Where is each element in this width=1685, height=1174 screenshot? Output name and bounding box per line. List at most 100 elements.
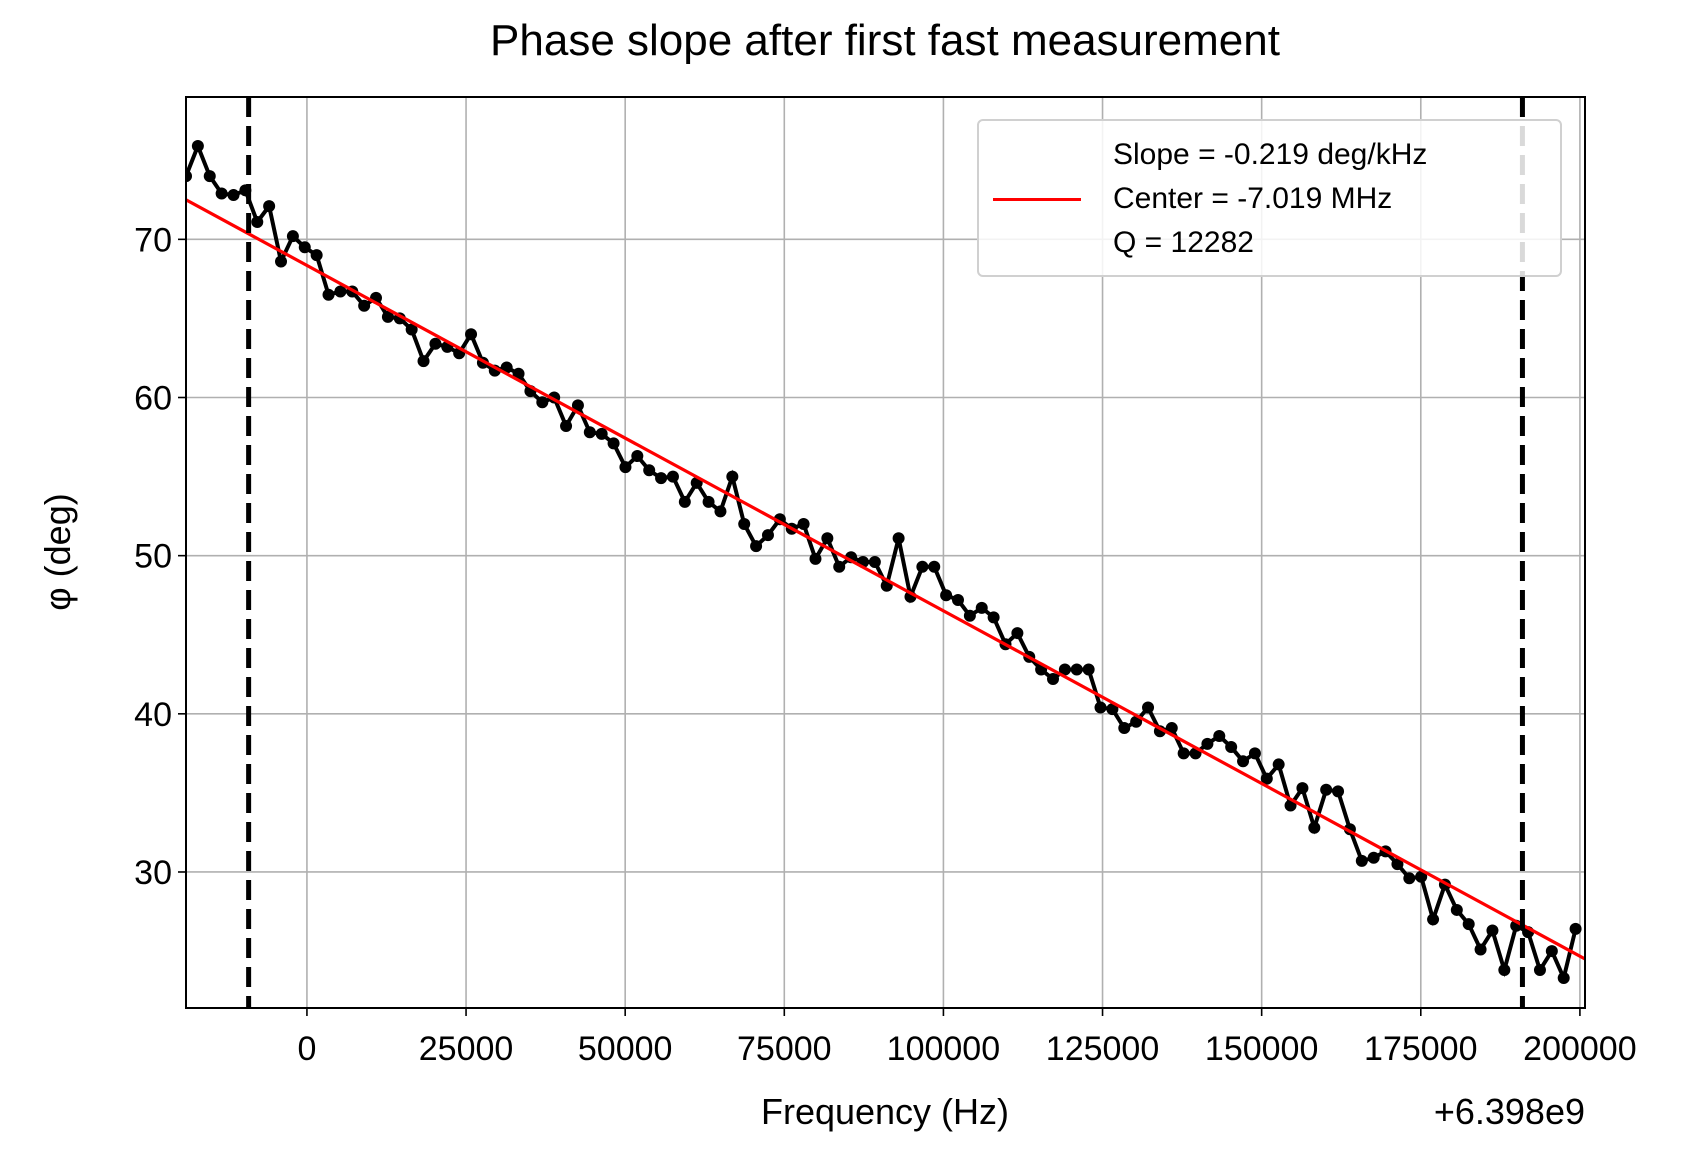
data-point: [1332, 785, 1345, 798]
data-point: [1070, 663, 1083, 676]
data-point: [1201, 737, 1214, 750]
y-tick-label: 60: [134, 380, 172, 418]
y-tick-label: 30: [134, 854, 172, 892]
data-point: [892, 532, 905, 545]
data-point: [975, 601, 988, 614]
data-point: [358, 299, 371, 312]
data-point: [916, 560, 929, 573]
y-axis-label: φ (deg): [37, 493, 78, 610]
x-axis-label: Frequency (Hz): [761, 1091, 1009, 1132]
x-tick-label: 125000: [1046, 1030, 1159, 1068]
plot-area: [186, 97, 1585, 1008]
data-point: [1082, 663, 1095, 676]
data-point: [203, 170, 216, 183]
data-point: [963, 609, 976, 622]
data-point: [1545, 945, 1558, 958]
data-point: [655, 472, 668, 485]
x-tick-label: 150000: [1205, 1030, 1318, 1068]
data-point: [1403, 872, 1416, 885]
data-point: [1320, 783, 1333, 796]
data-point: [595, 427, 608, 440]
data-point: [833, 560, 846, 573]
data-point: [702, 495, 715, 508]
y-tick-label: 70: [134, 221, 172, 259]
data-point: [1011, 627, 1024, 640]
legend: Slope = -0.219 deg/kHz Center = -7.019 M…: [977, 119, 1562, 277]
data-point: [1177, 747, 1190, 760]
data-point: [381, 310, 394, 323]
data-point: [797, 518, 810, 531]
data-point: [1142, 701, 1155, 714]
data-point: [1450, 903, 1463, 916]
data-point: [1474, 943, 1487, 956]
data-point: [465, 328, 478, 341]
data-point: [275, 255, 288, 268]
data-point: [1106, 703, 1119, 716]
data-point: [334, 285, 347, 298]
x-tick-label: 100000: [887, 1030, 1000, 1068]
data-point: [1367, 851, 1380, 864]
data-point: [619, 461, 632, 474]
data-point: [1225, 741, 1238, 754]
data-point: [928, 560, 941, 573]
data-point: [607, 437, 620, 450]
data-point: [951, 593, 964, 606]
data-point: [1296, 782, 1309, 795]
data-point: [1355, 854, 1368, 867]
data-point: [1260, 772, 1273, 785]
x-tick-label: 200000: [1523, 1030, 1636, 1068]
data-point: [429, 337, 442, 350]
data-point: [560, 419, 573, 432]
legend-label: Slope = -0.219 deg/kHz Center = -7.019 M…: [1113, 138, 1428, 259]
data-point: [940, 589, 953, 602]
data-point: [1569, 922, 1582, 935]
data-point: [310, 249, 323, 262]
legend-line: [993, 198, 1081, 201]
data-point: [186, 170, 192, 183]
data-point: [809, 552, 822, 565]
data-point: [286, 230, 299, 243]
data-point: [726, 470, 739, 483]
data-point: [750, 540, 763, 553]
data-point: [1272, 758, 1285, 771]
data-point: [191, 140, 204, 153]
data-point: [298, 241, 311, 254]
data-point: [1237, 755, 1250, 768]
data-point: [227, 189, 240, 202]
data-point: [1415, 870, 1428, 883]
data-line: [186, 140, 1578, 985]
data-point: [1486, 924, 1499, 937]
data-point: [1047, 673, 1060, 686]
x-offset-text: +6.398e9: [1434, 1091, 1585, 1132]
data-point: [987, 611, 1000, 624]
data-point: [583, 426, 596, 439]
data-point: [714, 505, 727, 518]
data-point: [1533, 964, 1546, 977]
axes-frame: [185, 96, 1586, 1009]
data-point: [1118, 722, 1131, 735]
data-point: [322, 288, 335, 301]
data-point: [761, 529, 774, 542]
data-point: [1308, 821, 1321, 834]
data-point: [1462, 918, 1475, 931]
data-point: [631, 450, 644, 463]
data-point: [263, 200, 276, 213]
chart-title: Phase slope after first fast measurement: [490, 16, 1280, 65]
x-tick-label: 50000: [578, 1030, 673, 1068]
y-tick-label: 40: [134, 696, 172, 734]
fit-line: [186, 198, 1585, 961]
data-point: [643, 464, 656, 477]
data-point: [1557, 971, 1570, 984]
x-tick-label: 75000: [737, 1030, 832, 1068]
data-point: [1248, 747, 1261, 760]
data-point: [1213, 729, 1226, 742]
data-point: [678, 495, 691, 508]
data-point: [536, 396, 549, 409]
data-point: [1165, 722, 1178, 735]
y-tick-label: 50: [134, 538, 172, 576]
data-point: [512, 367, 525, 380]
data-point: [666, 470, 679, 483]
data-point: [405, 323, 418, 336]
